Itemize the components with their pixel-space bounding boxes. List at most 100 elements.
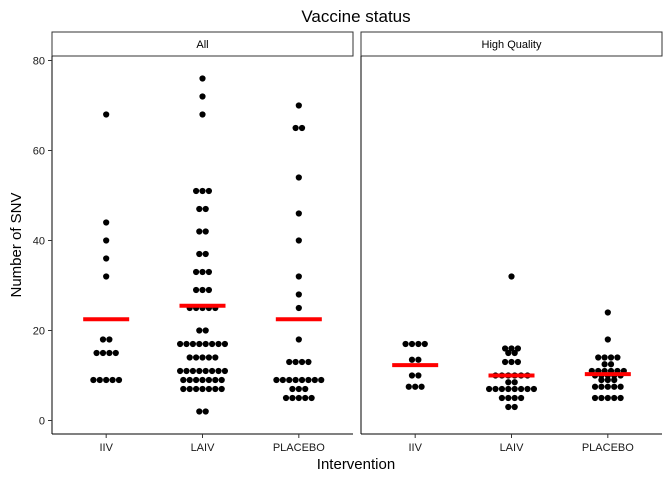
data-point [604,336,611,343]
data-point [601,361,608,368]
data-point [180,376,187,384]
data-point [508,345,515,352]
data-point [205,187,212,195]
data-point [607,361,615,368]
data-point [93,349,100,357]
data-point [202,228,209,235]
y-tick-label: 40 [33,236,45,248]
data-point [202,367,209,375]
data-point [196,367,203,375]
data-point [508,358,515,366]
data-point [193,268,200,276]
data-point [415,372,422,379]
strip-high-quality: High Quality [360,31,663,57]
data-point [212,354,219,361]
data-point [215,367,222,375]
data-point [109,376,116,384]
x-tick-label: LAIV [500,442,525,454]
data-point [199,376,206,384]
data-point [604,394,611,402]
data-point [205,376,212,384]
data-point [215,340,222,348]
data-point [498,385,505,393]
data-point [180,385,187,393]
x-axis-all: IIV LAIV PLACEBO [99,434,325,454]
data-point [408,340,416,348]
strip-all: All [51,31,354,57]
data-point [202,205,209,213]
data-point [209,367,216,375]
data-point [514,345,522,352]
data-point [193,354,200,361]
data-point [103,273,110,280]
data-point [415,356,422,363]
data-point [298,376,306,384]
data-point [196,250,203,258]
data-point [115,376,123,384]
data-points [90,75,627,415]
data-point [186,354,193,361]
y-axis: 0 20 40 60 80 [33,56,52,428]
y-tick-label: 0 [39,416,45,428]
data-point [486,385,493,393]
data-point [505,349,512,357]
data-point [103,111,110,118]
data-point [282,394,290,402]
data-point [418,383,425,390]
data-point [221,367,228,375]
data-point [286,376,293,384]
data-point [405,383,412,390]
data-point [199,111,206,118]
data-point [492,385,499,393]
data-point [183,367,190,375]
data-point [196,408,203,415]
strip-label-all: All [196,39,208,51]
data-point [604,309,611,316]
data-point [279,376,286,384]
data-point [295,304,302,312]
data-point [199,268,206,276]
data-point [598,394,605,402]
data-point [106,349,113,357]
data-point [598,383,605,390]
data-point [604,376,611,384]
data-point [595,354,602,361]
data-point [292,376,299,384]
data-point [508,273,515,280]
data-point [218,385,225,393]
data-point [99,336,107,343]
data-point [412,383,419,390]
data-point [617,383,624,390]
data-point [498,394,505,402]
data-point [302,394,309,402]
data-point [511,349,518,357]
data-point [193,187,200,195]
data-point [212,376,219,384]
data-point [305,358,312,366]
data-point [205,286,212,294]
data-point [611,394,618,402]
data-point [530,385,538,393]
data-point [199,93,206,100]
x-tick-label: IIV [99,442,113,454]
data-point [505,379,512,386]
data-point [199,187,206,195]
data-point [199,75,206,82]
data-point [103,376,110,384]
data-point [514,358,522,366]
median-bars [83,303,631,378]
data-point [611,376,618,384]
data-point [292,358,299,366]
data-point [177,367,184,375]
data-point [607,354,615,361]
data-point [292,124,299,132]
data-point [199,286,206,294]
data-point [196,228,203,235]
data-point [408,372,416,379]
data-point [598,376,605,384]
data-point [295,102,302,109]
data-point [511,379,518,386]
data-point [202,408,209,415]
data-point [186,376,193,384]
data-point [205,385,212,393]
